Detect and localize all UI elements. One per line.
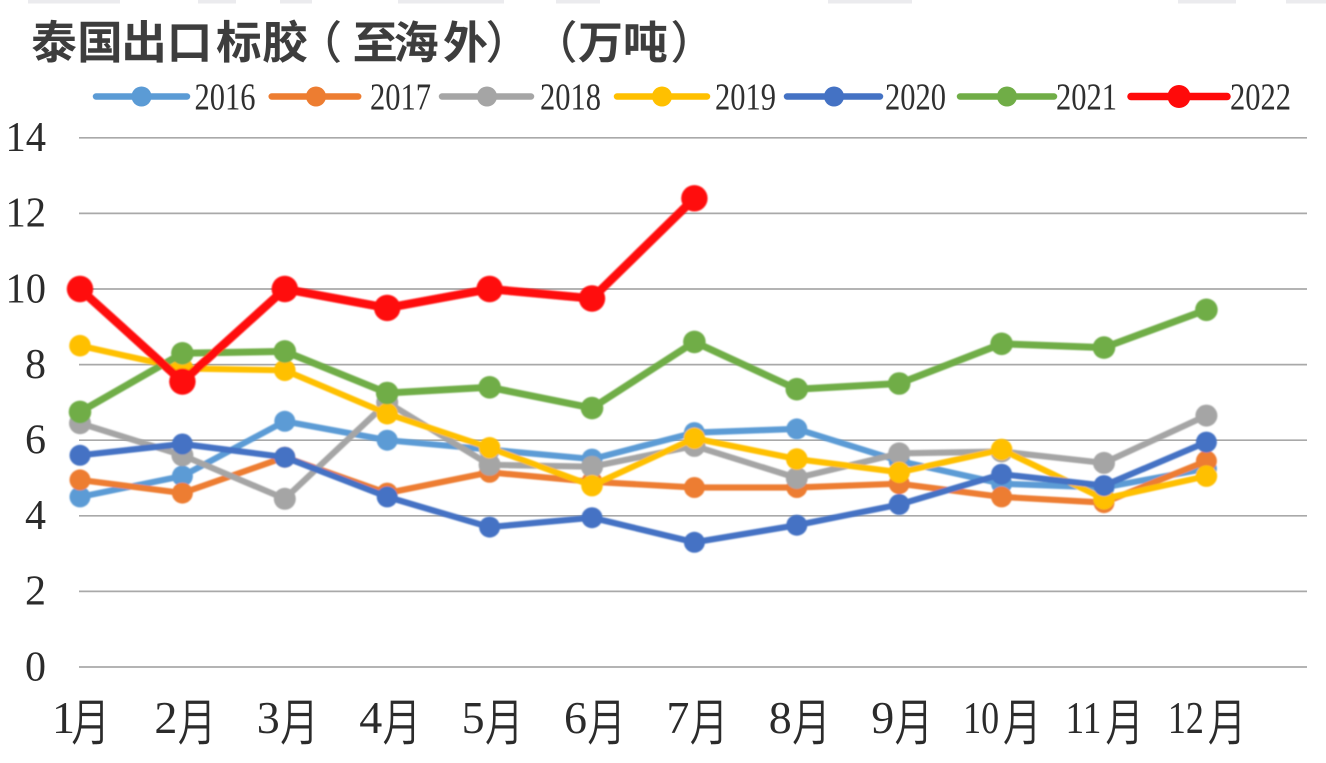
svg-text:4: 4	[359, 692, 382, 743]
svg-text:2019: 2019	[715, 76, 776, 118]
svg-text:2: 2	[154, 692, 177, 743]
svg-text:5: 5	[462, 692, 485, 743]
svg-text:12: 12	[1168, 692, 1204, 743]
svg-text:2016: 2016	[195, 76, 256, 118]
svg-text:2018: 2018	[540, 76, 601, 118]
svg-text:12: 12	[6, 191, 47, 237]
svg-text:10: 10	[963, 692, 999, 743]
svg-text:4: 4	[25, 493, 46, 539]
svg-text:6: 6	[25, 418, 46, 464]
svg-text:9: 9	[871, 692, 894, 743]
svg-text:14: 14	[6, 115, 47, 161]
svg-text:2022: 2022	[1230, 76, 1291, 118]
svg-text:10: 10	[6, 266, 47, 312]
svg-text:0: 0	[25, 644, 46, 690]
svg-text:2: 2	[25, 569, 46, 615]
svg-text:8: 8	[769, 692, 792, 743]
svg-text:2021: 2021	[1056, 76, 1117, 118]
svg-text:2017: 2017	[370, 76, 431, 118]
svg-text:6: 6	[564, 692, 587, 743]
svg-text:2020: 2020	[885, 76, 946, 118]
svg-text:8: 8	[25, 342, 46, 388]
svg-text:7: 7	[666, 692, 689, 743]
svg-text:1: 1	[52, 692, 75, 743]
svg-text:3: 3	[257, 692, 280, 743]
svg-text:11: 11	[1066, 692, 1102, 743]
